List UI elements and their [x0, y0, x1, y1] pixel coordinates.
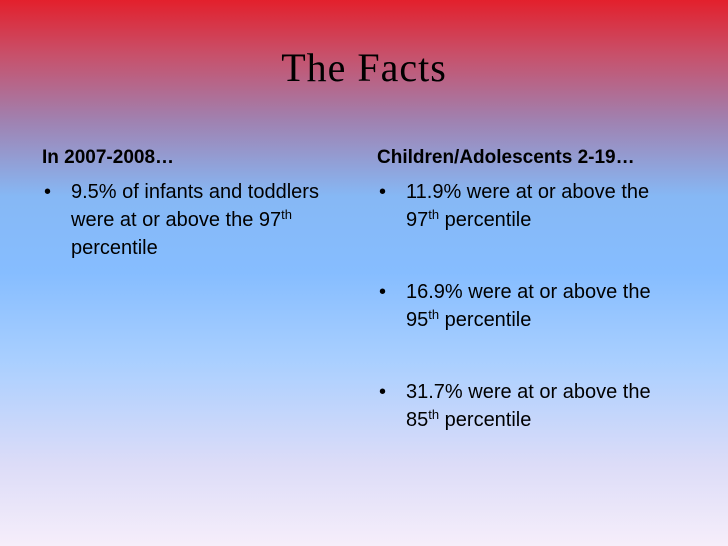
bullet-item: 16.9% were at or above the 95th percenti…	[377, 278, 666, 334]
column-heading: In 2007-2008…	[42, 147, 175, 168]
superscript: th	[428, 207, 440, 222]
bullet-text: 11.9% were at or above the 97	[406, 181, 650, 231]
bullet-item: 11.9% were at or above the 97th percenti…	[377, 178, 666, 234]
bullet-text: 16.9% were at or above the 95	[406, 281, 651, 331]
column: Children/Adolescents 2-19… 11.9% were at …	[377, 144, 677, 478]
superscript: th	[281, 207, 292, 222]
slide-title: The Facts	[281, 45, 447, 90]
bullet-tail: percentile	[444, 309, 532, 331]
bullet-text: 31.7% were at or above the 85	[406, 381, 651, 431]
superscript: th	[428, 407, 440, 422]
bullet-tail: percentile	[71, 237, 158, 259]
superscript: th	[428, 307, 440, 322]
bullet-item: 9.5% of infants and toddlers were at or …	[42, 178, 347, 262]
bullet-text: 9.5% of infants and toddlers were at or …	[71, 181, 319, 231]
column-heading: Children/Adolescents 2-19…	[377, 147, 635, 168]
bullet-tail: percentile	[444, 409, 532, 431]
column: In 2007-2008… 9.5% of infants and toddler…	[42, 144, 352, 306]
bullet-tail: percentile	[444, 209, 532, 231]
bullet-item: 31.7% were at or above the 85th percenti…	[377, 378, 666, 434]
